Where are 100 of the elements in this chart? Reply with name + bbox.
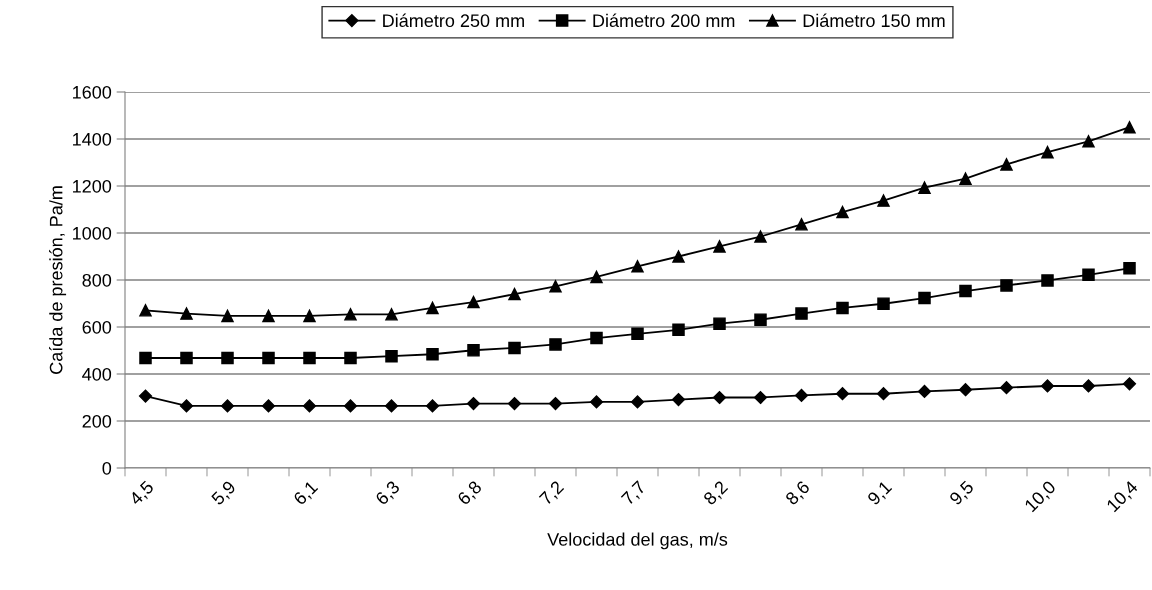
point: [1040, 379, 1055, 393]
y-tick-label: 1600: [73, 85, 112, 99]
point: [302, 399, 317, 413]
point: [467, 295, 480, 309]
point: [508, 341, 521, 355]
y-tick-label: 0: [102, 461, 112, 475]
point: [303, 309, 316, 323]
point: [999, 381, 1014, 395]
point: [179, 399, 194, 413]
point: [508, 287, 521, 301]
point: [1081, 379, 1096, 393]
point: [385, 349, 398, 363]
point: [877, 194, 890, 207]
point: [671, 393, 686, 407]
point: [835, 387, 850, 401]
point: [590, 331, 603, 345]
x-tick-label: 8,6: [784, 480, 812, 508]
x-tick-label: 8,2: [702, 480, 730, 508]
point: [262, 351, 275, 365]
point: [794, 388, 809, 402]
x-tick-label: 6,3: [374, 480, 402, 508]
x-tick-label: 9,1: [866, 480, 894, 508]
point: [549, 280, 562, 293]
point: [1000, 158, 1013, 171]
point: [1082, 135, 1095, 148]
point: [836, 205, 849, 219]
x-axis-title: Velocidad del gas, m/s: [547, 532, 728, 550]
point: [1000, 279, 1013, 292]
y-tick-label: 1000: [73, 226, 112, 240]
point: [1123, 120, 1136, 134]
point: [507, 397, 522, 411]
point: [590, 270, 603, 284]
point: [877, 297, 890, 310]
point: [795, 307, 808, 320]
point: [1082, 268, 1095, 282]
point: [466, 397, 481, 411]
x-tick-label: 9,5: [948, 479, 976, 508]
point: [385, 308, 398, 321]
point: [754, 230, 767, 243]
point: [139, 351, 152, 365]
point: [138, 389, 153, 403]
x-tick-label: 4,5: [128, 480, 156, 508]
point: [713, 317, 726, 330]
legend-label: Diámetro 150 mm: [803, 13, 945, 28]
point: [589, 395, 604, 409]
point: [180, 307, 193, 320]
y-tick-label: 600: [82, 320, 112, 334]
point: [918, 181, 931, 194]
point: [630, 395, 645, 409]
point: [303, 351, 316, 365]
y-tick-label: 1200: [73, 179, 112, 193]
point: [384, 399, 399, 413]
point: [1041, 274, 1054, 287]
x-tick-label: 6,8: [456, 480, 484, 508]
point: [712, 390, 727, 405]
point: [713, 240, 726, 253]
x-tick-label: 7,7: [620, 480, 648, 508]
x-tick-label: 5,9: [210, 480, 238, 508]
point: [180, 351, 193, 365]
y-tick-label: 400: [82, 367, 112, 381]
point: [221, 351, 234, 365]
point: [425, 399, 440, 413]
point: [262, 309, 275, 323]
point: [549, 338, 562, 351]
y-tick-label: 200: [82, 414, 112, 428]
point: [344, 351, 357, 365]
point: [917, 384, 932, 398]
point: [754, 313, 767, 326]
point: [958, 383, 973, 397]
point: [344, 308, 357, 321]
point: [795, 218, 808, 231]
point: [467, 344, 480, 357]
y-tick-label: 1400: [73, 132, 112, 146]
x-tick-label: 7,2: [538, 480, 566, 508]
point: [1123, 261, 1136, 275]
point: [426, 301, 439, 315]
point: [631, 260, 644, 273]
legend-label: Diámetro 200 mm: [593, 13, 735, 28]
point: [959, 284, 972, 298]
point: [261, 399, 276, 413]
point: [672, 323, 685, 337]
legend-label: Diámetro 250 mm: [383, 13, 524, 28]
point: [139, 304, 152, 317]
point: [836, 301, 849, 315]
point: [1041, 145, 1054, 159]
point: [426, 348, 439, 361]
point: [918, 291, 931, 305]
point: [548, 397, 563, 411]
point: [876, 387, 891, 401]
y-tick-label: 800: [82, 273, 112, 287]
point: [343, 399, 358, 413]
point: [631, 327, 644, 341]
point: [672, 250, 685, 263]
x-tick-label: 6,1: [292, 480, 320, 508]
point: [1122, 377, 1137, 391]
point: [220, 399, 235, 413]
point: [221, 309, 234, 323]
point: [959, 172, 972, 185]
y-axis-title: Caída de presión, Pa/m: [49, 186, 67, 374]
point: [753, 390, 768, 405]
